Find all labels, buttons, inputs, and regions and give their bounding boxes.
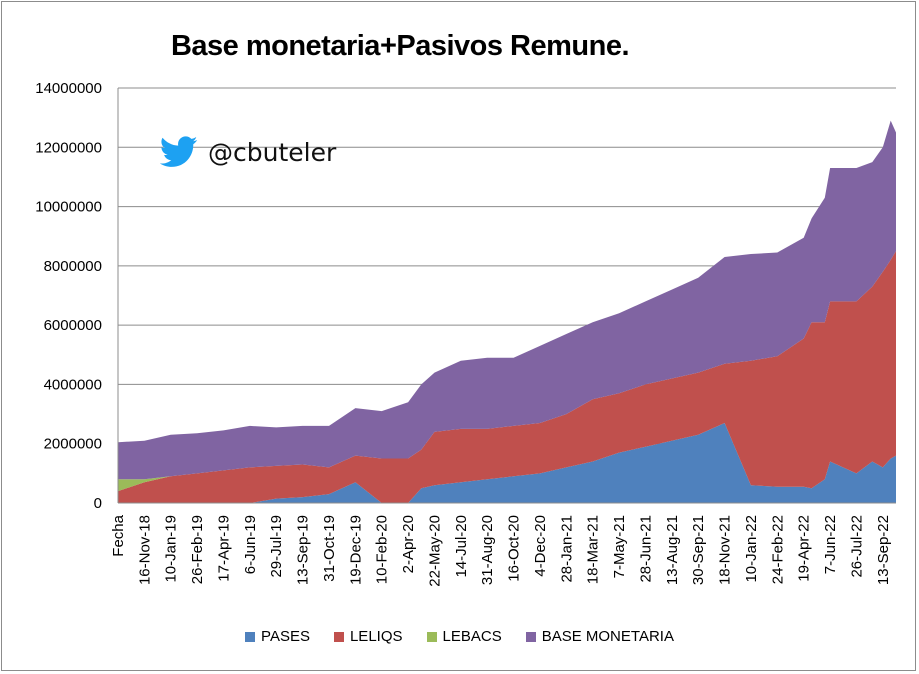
x-tick-label: 7-Jun-22	[822, 515, 839, 574]
x-tick-label: 10-Jan-19	[163, 515, 180, 583]
legend-label: PASES	[261, 628, 310, 645]
chart-legend: PASES LELIQS LEBACS BASE MONETARIA	[0, 628, 919, 646]
x-tick-label: 7-May-21	[611, 515, 628, 578]
x-tick-label: 19-Apr-22	[796, 515, 813, 582]
y-tick-label: 14000000	[35, 80, 102, 97]
legend-label: LEBACS	[442, 628, 502, 645]
x-tick-label: 16-Oct-20	[506, 515, 523, 582]
legend-swatch	[525, 631, 536, 642]
legend-swatch	[426, 631, 437, 642]
legend-item-pases: PASES	[245, 628, 310, 645]
x-tick-label: 29-Jul-19	[268, 515, 285, 578]
legend-swatch	[333, 631, 344, 642]
y-tick-label: 8000000	[44, 258, 102, 275]
legend-label: LELIQS	[349, 628, 403, 645]
x-tick-label: 13-Aug-21	[664, 515, 681, 585]
y-tick-label: 6000000	[44, 317, 102, 334]
x-tick-label: 17-Apr-19	[215, 515, 232, 582]
y-tick-label: 4000000	[44, 376, 102, 393]
x-tick-label: 16-Nov-18	[136, 515, 153, 585]
twitter-handle-watermark: @cbuteler	[160, 136, 336, 168]
twitter-handle-text: @cbuteler	[208, 137, 337, 167]
x-tick-label: 28-Jan-21	[558, 515, 575, 583]
legend-swatch	[245, 631, 256, 642]
x-tick-label: 18-Mar-21	[585, 515, 602, 584]
x-tick-label: 22-May-20	[426, 515, 443, 587]
area-leliqs	[118, 251, 896, 503]
x-tick-label: 4-Dec-20	[532, 515, 549, 577]
x-tick-label: 28-Jun-21	[637, 515, 654, 583]
area-base-monetaria	[118, 120, 896, 480]
y-tick-label: 0	[94, 495, 102, 512]
legend-item-leliqs: LELIQS	[333, 628, 403, 645]
legend-label: BASE MONETARIA	[541, 628, 674, 645]
y-tick-label: 12000000	[35, 139, 102, 156]
x-tick-label: 26-Feb-19	[189, 515, 206, 584]
x-tick-label: 31-Aug-20	[479, 515, 496, 585]
y-tick-label: 2000000	[44, 436, 102, 453]
legend-item-base-monetaria: BASE MONETARIA	[525, 628, 674, 645]
area-pases	[118, 423, 896, 503]
x-tick-label: 13-Sep-22	[875, 515, 892, 585]
x-tick-label: 10-Jan-22	[743, 515, 760, 583]
x-tick-label: 13-Sep-19	[295, 515, 312, 585]
x-tick-label: 31-Oct-19	[321, 515, 338, 582]
legend-item-lebacs: LEBACS	[426, 628, 502, 645]
x-tick-label: 30-Sep-21	[690, 515, 707, 585]
y-tick-label: 10000000	[35, 199, 102, 216]
x-tick-label: 6-Jun-19	[242, 515, 259, 574]
twitter-bird-icon	[160, 136, 198, 167]
x-tick-label: 24-Feb-22	[769, 515, 786, 584]
x-tick-label: 19-Dec-19	[347, 515, 364, 585]
x-tick-label: 10-Feb-20	[374, 515, 391, 584]
chart-title: Base monetaria+Pasivos Remune.	[170, 30, 630, 62]
x-tick-label: Fecha	[110, 514, 127, 556]
x-tick-label: 26-Jul-22	[848, 515, 865, 578]
x-tick-label: 2-Apr-20	[400, 515, 417, 573]
x-tick-label: 18-Nov-21	[717, 515, 734, 585]
x-tick-label: 14-Jul-20	[453, 515, 470, 578]
